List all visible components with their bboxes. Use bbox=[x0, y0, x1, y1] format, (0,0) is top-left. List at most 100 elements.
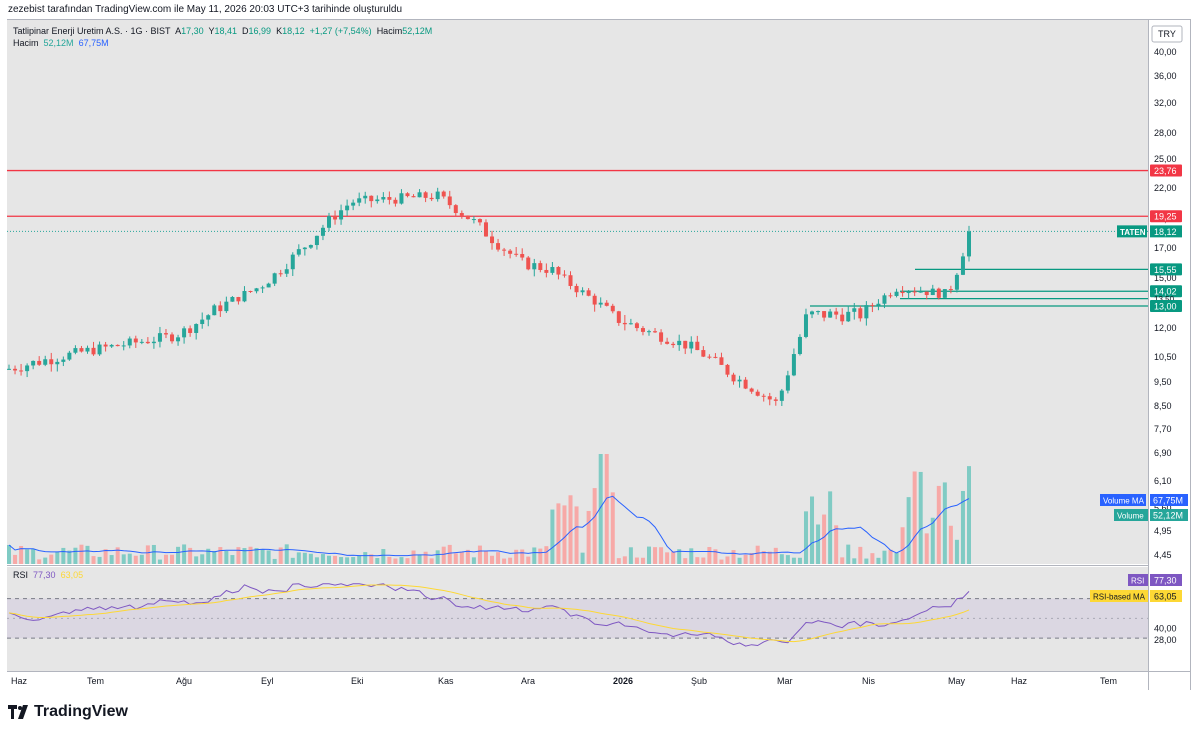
volume-bar bbox=[580, 552, 585, 564]
volume-bar bbox=[737, 557, 742, 564]
volume-bar bbox=[749, 552, 754, 564]
price-tick-label: 8,50 bbox=[1154, 401, 1172, 411]
level-price-label: 13,00 bbox=[1154, 302, 1177, 312]
candle-body bbox=[918, 291, 923, 293]
volume-bar bbox=[803, 511, 808, 564]
volume-ma-line bbox=[8, 495, 970, 557]
volume-bar bbox=[677, 549, 682, 564]
volume-bar bbox=[121, 554, 126, 564]
candle-body bbox=[188, 328, 193, 333]
candle-body bbox=[7, 368, 11, 370]
volume-bar bbox=[816, 524, 821, 564]
candle-body bbox=[423, 192, 428, 198]
volume-bar bbox=[278, 547, 283, 564]
candle-body bbox=[73, 348, 78, 353]
volume-bar bbox=[592, 488, 597, 564]
volume-bar bbox=[828, 491, 833, 564]
candle-body bbox=[677, 340, 682, 346]
candle-body bbox=[659, 332, 664, 342]
volume-bar bbox=[797, 557, 802, 564]
volume-bar bbox=[791, 557, 796, 564]
price-tick-label: 36,00 bbox=[1154, 71, 1177, 81]
volume-bar bbox=[345, 557, 350, 564]
chart-frame: 40,00 28,00 40,00 36,00 32,00 28,00 25,00 22,0… bbox=[7, 19, 1191, 690]
volume-bar bbox=[834, 525, 839, 564]
volume-bar bbox=[103, 549, 108, 564]
volume-bar bbox=[683, 558, 688, 564]
volume-ma-value-label: 67,75M bbox=[1153, 496, 1183, 506]
candle-body bbox=[212, 305, 217, 316]
candle-body bbox=[526, 257, 531, 270]
volume-bar bbox=[151, 544, 156, 564]
volume-bar bbox=[435, 550, 440, 564]
volume-bar bbox=[858, 546, 863, 564]
candle-body bbox=[803, 314, 808, 337]
candle-body bbox=[387, 197, 392, 200]
volume-bar bbox=[459, 551, 464, 564]
volume-bar bbox=[85, 545, 90, 564]
candle-body bbox=[345, 205, 350, 211]
volume-bar bbox=[550, 509, 555, 564]
candle-body bbox=[399, 193, 404, 204]
candle-body bbox=[701, 350, 706, 357]
tradingview-logo-icon bbox=[8, 705, 30, 719]
time-tick-label: Nis bbox=[862, 676, 875, 686]
volume-bar bbox=[773, 547, 778, 564]
price-tick-label: 10,50 bbox=[1154, 352, 1177, 362]
candle-body bbox=[761, 395, 766, 397]
volume-bar bbox=[496, 552, 501, 564]
volume-bar bbox=[948, 525, 953, 564]
price-tick-label: 25,00 bbox=[1154, 154, 1177, 164]
candle-body bbox=[272, 273, 277, 284]
candle-body bbox=[357, 198, 362, 203]
volume-bar bbox=[840, 557, 845, 564]
candle-body bbox=[278, 273, 283, 275]
candle-body bbox=[496, 243, 501, 250]
candle-body bbox=[296, 249, 301, 255]
volume-bar bbox=[864, 558, 869, 564]
candle-body bbox=[719, 357, 724, 365]
candle-body bbox=[924, 291, 929, 296]
candle-body bbox=[43, 359, 48, 365]
level-price-tag bbox=[1150, 210, 1182, 223]
volume-bar bbox=[647, 546, 651, 564]
candle-body bbox=[846, 311, 851, 322]
price-tick-label: 7,70 bbox=[1154, 424, 1172, 434]
volume-bar bbox=[471, 557, 476, 564]
candle-body bbox=[477, 219, 482, 223]
volume-bar bbox=[405, 558, 410, 564]
candle-body bbox=[900, 291, 905, 294]
candle-body bbox=[580, 290, 585, 293]
candle-body bbox=[206, 315, 211, 320]
volume-bar bbox=[447, 544, 452, 564]
rsi-value-tag bbox=[1150, 574, 1182, 586]
candle-body bbox=[628, 323, 633, 325]
chart-svg[interactable]: 40,00 28,00 40,00 36,00 32,00 28,00 25,00 22,0… bbox=[7, 20, 1190, 690]
candle-body bbox=[302, 247, 307, 250]
candle-body bbox=[79, 348, 84, 352]
volume-bar bbox=[133, 555, 138, 564]
rsi-pane[interactable] bbox=[7, 567, 1148, 671]
candle-body bbox=[429, 197, 434, 200]
volume-bar bbox=[574, 506, 579, 564]
volume-bar bbox=[49, 554, 54, 564]
candle-body bbox=[653, 331, 658, 333]
candle-body bbox=[170, 334, 175, 342]
price-tick-label: 6,90 bbox=[1154, 448, 1172, 458]
price-tick-label: 17,00 bbox=[1154, 243, 1177, 253]
volume-bar bbox=[610, 492, 615, 564]
volume-bar bbox=[924, 533, 929, 564]
volume-bar bbox=[640, 557, 645, 564]
volume-bar bbox=[441, 546, 446, 564]
candle-body bbox=[31, 360, 36, 366]
candle-body bbox=[665, 341, 670, 344]
candle-body bbox=[622, 322, 627, 325]
candle-body bbox=[695, 341, 700, 351]
candle-body bbox=[828, 311, 833, 318]
rsi-ma-value-label: 63,05 bbox=[1154, 592, 1177, 602]
volume-bar bbox=[634, 557, 639, 564]
volume-bar bbox=[761, 551, 766, 564]
volume-bar bbox=[308, 553, 313, 564]
volume-bar bbox=[417, 554, 422, 564]
last-price-label: 18,12 bbox=[1154, 227, 1177, 237]
